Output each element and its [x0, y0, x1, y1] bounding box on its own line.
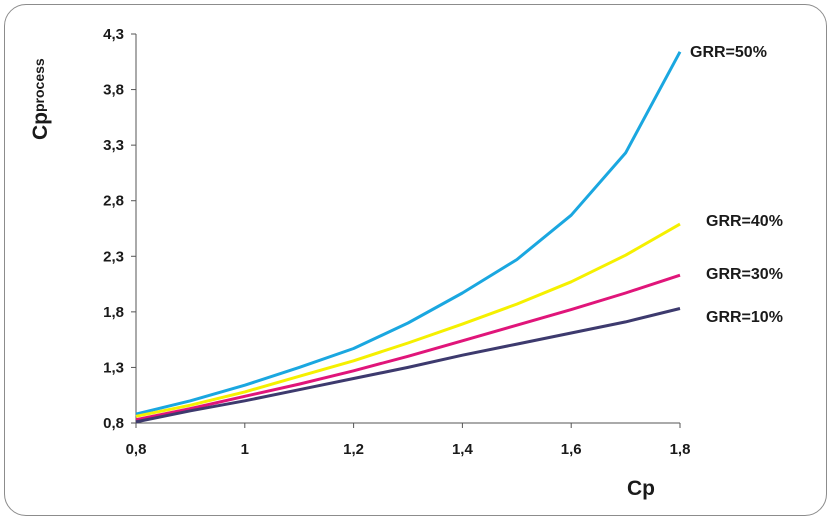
- y-axis-title: Cpprocess: [29, 58, 52, 140]
- series-line-grr-10: [135, 307, 681, 424]
- y-axis-ticks: 0,8 1,3 1,8 2,3 2,8 3,3 3,8 4,3: [103, 26, 136, 432]
- series-line-grr-50: [135, 51, 682, 416]
- x-tick-label: 0,8: [126, 441, 147, 458]
- y-tick-label: 4,3: [103, 26, 124, 43]
- series-label: GRR=10%: [706, 309, 783, 326]
- series-label: GRR=30%: [706, 266, 783, 283]
- y-axis-title-subscript: process: [31, 58, 47, 112]
- y-tick-label: 1,3: [103, 359, 124, 376]
- chart-frame: [4, 4, 827, 516]
- series-label: GRR=40%: [706, 213, 783, 230]
- y-tick-label: 2,8: [103, 193, 124, 210]
- x-tick-label: 1,2: [343, 441, 364, 458]
- y-tick-label: 1,8: [103, 304, 124, 321]
- series-label: GRR=50%: [690, 44, 767, 61]
- series-line-grr-40: [135, 222, 681, 418]
- series-lines: [135, 51, 682, 424]
- x-axis-title: Cp: [627, 477, 655, 500]
- x-tick-label: 1,4: [452, 441, 474, 458]
- y-axis-title-main: Cp: [29, 112, 52, 140]
- x-tick-label: 1: [241, 441, 249, 458]
- y-tick-label: 3,3: [103, 137, 124, 154]
- x-tick-label: 1,6: [561, 441, 582, 458]
- x-axis-ticks: 0,8 1 1,2 1,4 1,6 1,8: [126, 423, 691, 458]
- series-labels: GRR=50% GRR=40% GRR=30% GRR=10%: [690, 44, 783, 326]
- y-tick-label: 3,8: [103, 82, 124, 99]
- series-line-grr-30: [135, 273, 681, 422]
- x-tick-label: 1,8: [670, 441, 691, 458]
- y-tick-label: 0,8: [103, 415, 124, 432]
- y-tick-label: 2,3: [103, 248, 124, 265]
